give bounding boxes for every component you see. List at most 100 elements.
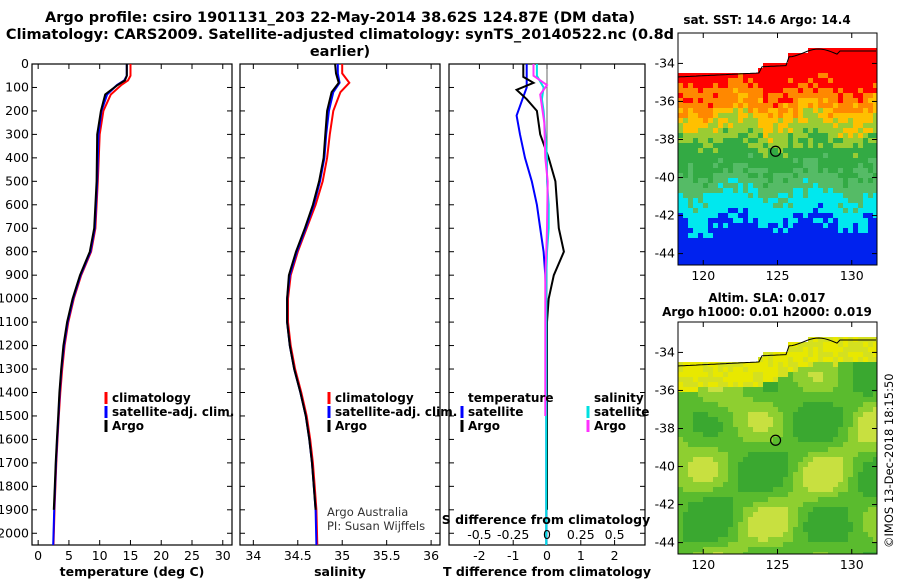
map-cell [793, 392, 799, 398]
map-cell [723, 238, 729, 244]
map-cell [728, 532, 734, 538]
map-cell [718, 482, 724, 488]
map-cell [753, 88, 759, 94]
map-cell [863, 427, 869, 433]
map-cell [718, 327, 724, 333]
map-cell [698, 128, 704, 134]
map-cell [868, 173, 874, 179]
map-cell [798, 53, 804, 59]
map-cell [703, 377, 709, 383]
map-cell [733, 208, 739, 214]
map-cell [853, 517, 859, 523]
map-cell [733, 33, 739, 39]
y-tick-label: 100 [5, 79, 29, 94]
map-cell [713, 243, 719, 249]
map-cell [748, 477, 754, 483]
map-cell [693, 123, 699, 129]
map-cell [768, 213, 774, 219]
map-cell [853, 377, 859, 383]
map-cell [813, 457, 819, 463]
map-cell [728, 497, 734, 503]
map-cell [793, 547, 799, 553]
map-cell [868, 447, 874, 453]
map-cell [743, 457, 749, 463]
map-cell [718, 193, 724, 199]
map-cell [738, 382, 744, 388]
map-cell [808, 148, 814, 154]
map-cell [783, 188, 789, 194]
map-cell [868, 103, 874, 109]
map-cell [743, 108, 749, 114]
map-cell [768, 352, 774, 358]
map-cell [703, 153, 709, 159]
map-cell [763, 238, 769, 244]
map-cell [723, 357, 729, 363]
map-cell [833, 113, 839, 119]
map-cell [733, 377, 739, 383]
map-cell [783, 437, 789, 443]
map-cell [773, 337, 779, 343]
map-cell [873, 203, 877, 209]
map-cell [743, 213, 749, 219]
map-cell [683, 547, 689, 553]
map-cell [718, 492, 724, 498]
map-cell [823, 133, 829, 139]
map-cell [713, 532, 719, 538]
map-cell [868, 427, 874, 433]
map-cell [728, 143, 734, 149]
map-cell [798, 93, 804, 99]
map-cell [763, 88, 769, 94]
map-cell [793, 417, 799, 423]
map-cell [798, 502, 804, 508]
map-cell [683, 472, 689, 478]
map-cell [678, 63, 684, 69]
map-cell [743, 183, 749, 189]
map-cell [703, 392, 709, 398]
map-cell [718, 537, 724, 543]
map-cell [808, 437, 814, 443]
y-tick-label: 700 [5, 220, 29, 235]
map-cell [713, 228, 719, 234]
map-cell [768, 452, 774, 458]
map-cell [808, 352, 814, 358]
map-cell [798, 153, 804, 159]
map-cell [693, 193, 699, 199]
map-cell [728, 83, 734, 89]
map-cell [783, 382, 789, 388]
map-cell [678, 53, 684, 59]
map-cell [728, 33, 734, 39]
map-cell [873, 402, 877, 408]
map-cell [748, 412, 754, 418]
map-cell [693, 377, 699, 383]
map-cell [773, 183, 779, 189]
map-cell [808, 512, 814, 518]
y-tick-label: 1200 [0, 338, 29, 353]
map-cell [738, 527, 744, 533]
map-cell [778, 238, 784, 244]
map-cell [828, 133, 834, 139]
map-cell [703, 98, 709, 104]
map-cell [713, 427, 719, 433]
map-cell [758, 83, 764, 89]
map-cell [848, 93, 854, 99]
map-cell [748, 432, 754, 438]
map-cell [693, 213, 699, 219]
map-cell [813, 477, 819, 483]
map-cell [728, 138, 734, 144]
map-cell [838, 128, 844, 134]
map-cell [863, 527, 869, 533]
map-cell [718, 143, 724, 149]
map-cell [698, 123, 704, 129]
map-cell [678, 447, 684, 453]
map-cell [738, 203, 744, 209]
map-cell [738, 148, 744, 154]
map-cell [803, 258, 809, 264]
map-cell [728, 447, 734, 453]
map-cell [808, 218, 814, 224]
map-cell [868, 467, 874, 473]
map-cell [698, 337, 704, 343]
map-cell [818, 93, 824, 99]
map-cell [738, 477, 744, 483]
map-cell [723, 253, 729, 259]
map-cell [823, 407, 829, 413]
